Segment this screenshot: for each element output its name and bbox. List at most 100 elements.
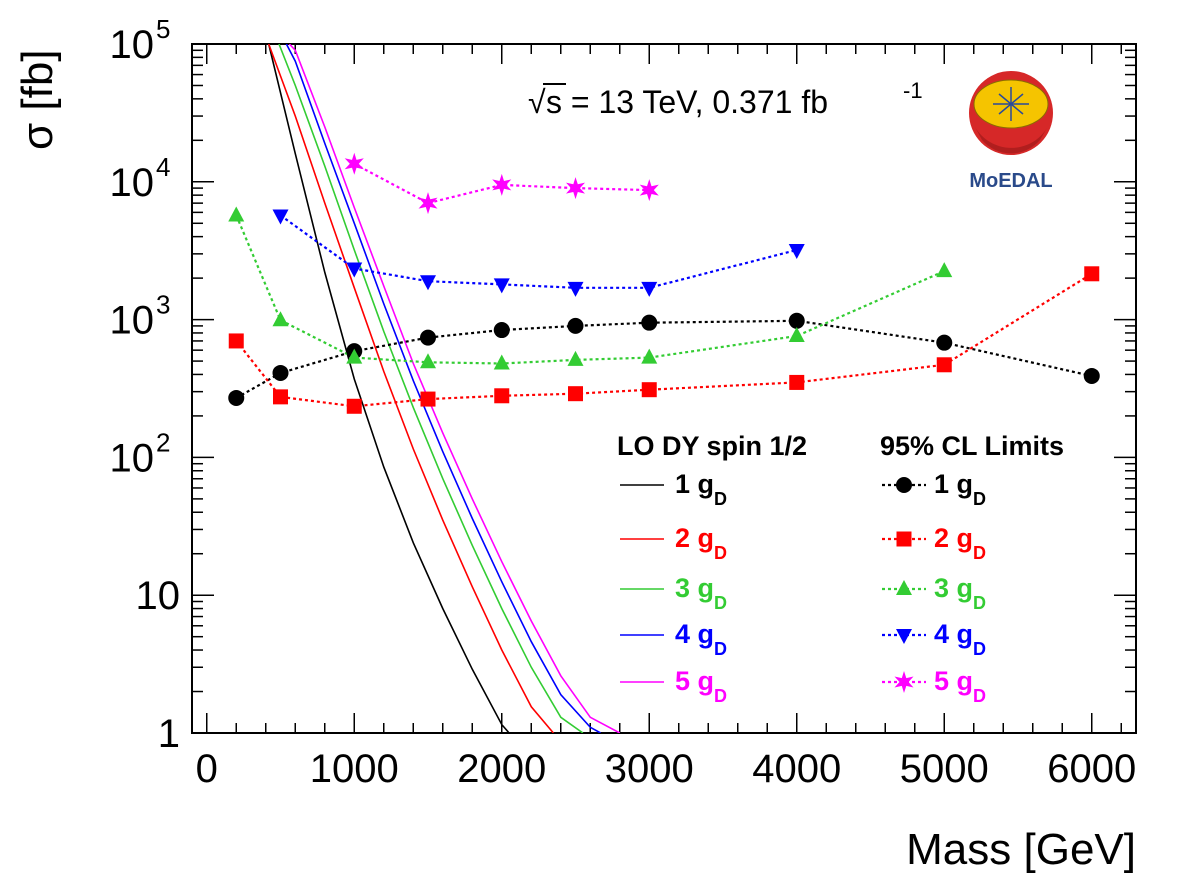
- x-tick-label: 6000: [1047, 747, 1136, 791]
- limit-point-1: [420, 329, 436, 346]
- legend-theory-label-2: 2 gD: [675, 523, 727, 563]
- theory-curves: [267, 44, 621, 733]
- legend-limit-marker-2: [896, 531, 912, 547]
- legend-theory-label-5: 5 gD: [675, 666, 727, 706]
- x-axis-title: Mass [GeV]: [906, 825, 1136, 874]
- limit-point-1: [641, 314, 658, 331]
- legend-limit-label-1: 1 gD: [934, 469, 986, 509]
- x-tick-label: 3000: [605, 747, 694, 791]
- limit-curve-1: [235, 319, 1093, 399]
- y-tick-label: 10: [136, 574, 181, 618]
- legend-theory-title: LO DY spin 1/2: [617, 431, 807, 461]
- legend-limit-marker-5: [894, 671, 914, 693]
- limit-point-4: [567, 281, 584, 297]
- legend-limit-label-2: 2 gD: [934, 523, 986, 563]
- limit-point-1: [788, 312, 805, 329]
- limit-point-4: [641, 281, 658, 297]
- y-tick-label-exponent: 5: [156, 14, 170, 44]
- x-tick-label: 2000: [457, 747, 546, 791]
- limit-curve-2: [235, 272, 1093, 408]
- axis-ticks: [192, 44, 1136, 734]
- annotation-text: s = 13 TeV, 0.371 fb: [546, 84, 828, 120]
- logo-burst-icon: [993, 87, 1029, 121]
- limit-point-3: [641, 348, 658, 364]
- legend-limit-marker-1: [896, 477, 912, 493]
- limit-point-1: [1083, 367, 1100, 384]
- annotation-exponent: -1: [903, 78, 923, 103]
- limit-point-4: [420, 275, 436, 291]
- theory-curve-1: [267, 44, 510, 733]
- y-tick-label: 10: [110, 161, 155, 205]
- legend-limit-marker-4: [896, 629, 912, 644]
- legend-limit-marker-3: [896, 580, 912, 595]
- x-tick-label: 1000: [310, 747, 399, 791]
- limit-point-2: [273, 389, 288, 405]
- limit-point-3: [567, 350, 584, 366]
- limit-markers: [228, 152, 1100, 414]
- limit-point-1: [567, 317, 584, 334]
- limit-point-2: [494, 388, 510, 404]
- limit-point-2: [936, 357, 952, 373]
- limit-point-3: [936, 262, 953, 278]
- x-tick-label: 0: [196, 747, 218, 791]
- y-tick-label: 10: [110, 436, 155, 480]
- theory-curve-3: [278, 44, 584, 733]
- limit-point-1: [493, 322, 510, 339]
- legend: LO DY spin 1/2 95% CL Limits 1 gD 2 gD 3 g…: [617, 431, 1064, 706]
- limit-point-2: [346, 398, 362, 414]
- limit-point-3: [493, 354, 510, 370]
- limit-point-5: [566, 177, 585, 200]
- limit-point-3: [420, 353, 436, 369]
- legend-limit-label-4: 4 gD: [934, 619, 986, 659]
- limit-curve-3: [235, 214, 945, 365]
- energy-luminosity-annotation: √ s = 13 TeV, 0.371 fb -1: [528, 78, 923, 120]
- y-tick-label-exponent: 3: [156, 290, 170, 320]
- legend-theory-label-1: 1 gD: [675, 469, 727, 509]
- limit-point-2: [420, 391, 436, 407]
- limit-point-2: [228, 333, 244, 349]
- limit-point-2: [568, 386, 583, 402]
- legend-limits-title: 95% CL Limits: [880, 431, 1064, 461]
- sqrt-symbol: √: [528, 84, 546, 120]
- logo-shade: [975, 127, 1047, 154]
- y-tick-label: 10: [110, 23, 155, 67]
- x-tick-label: 4000: [752, 747, 841, 791]
- limit-point-5: [418, 192, 438, 215]
- legend-theory-label-4: 4 gD: [675, 619, 727, 659]
- y-tick-label: 1: [158, 712, 180, 756]
- plot-frame: [191, 43, 1137, 734]
- limit-point-4: [346, 262, 363, 278]
- limit-point-1: [228, 389, 245, 406]
- limit-point-1: [936, 334, 953, 351]
- limit-point-2: [641, 382, 657, 398]
- limit-point-4: [272, 209, 289, 225]
- y-tick-label-exponent: 4: [156, 152, 170, 182]
- limit-point-3: [346, 348, 363, 364]
- moedal-logo: MoEDAL: [969, 71, 1053, 192]
- theory-curve-4: [285, 44, 601, 733]
- limit-curve-4: [279, 214, 798, 289]
- limit-point-5: [639, 179, 659, 202]
- limit-point-1: [272, 364, 289, 381]
- limit-point-4: [493, 278, 510, 294]
- limit-point-4: [788, 243, 805, 259]
- limit-point-2: [789, 374, 805, 390]
- limit-point-3: [788, 327, 805, 343]
- y-tick-label-exponent: 2: [156, 427, 170, 457]
- x-tick-label: 5000: [900, 747, 989, 791]
- logo-text: MoEDAL: [969, 170, 1052, 192]
- limit-point-5: [492, 173, 512, 196]
- y-axis-title: σ [fb]: [13, 49, 62, 150]
- legend-limit-label-5: 5 gD: [934, 666, 986, 706]
- limit-point-3: [228, 206, 245, 222]
- legend-limit-label-3: 3 gD: [934, 573, 986, 613]
- limit-point-3: [272, 311, 289, 327]
- legend-theory-label-3: 3 gD: [675, 573, 727, 613]
- theory-curve-5: [288, 44, 621, 733]
- limit-point-5: [344, 152, 364, 175]
- theory-curve-2: [267, 44, 555, 733]
- y-tick-label: 10: [110, 299, 155, 343]
- limit-curve-5: [353, 162, 650, 205]
